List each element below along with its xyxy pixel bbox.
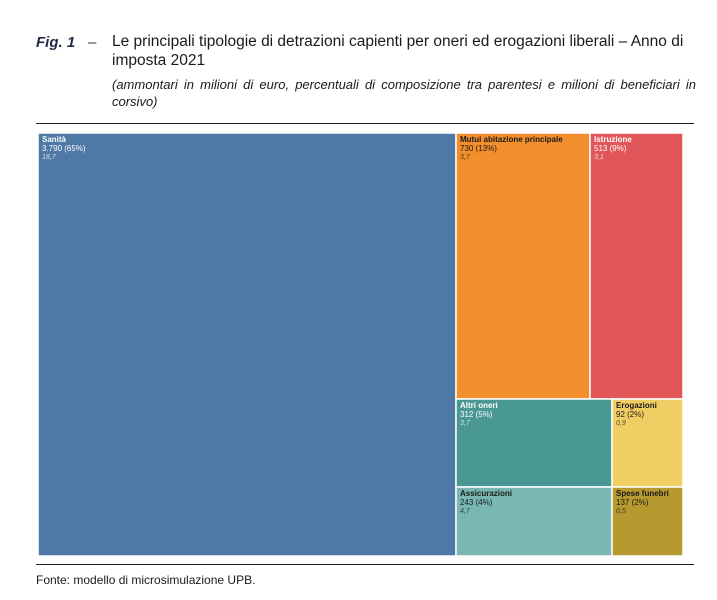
bottom-rule <box>36 564 694 565</box>
top-rule <box>36 123 694 124</box>
tile-name-label: Altri oneri <box>460 401 498 410</box>
tile-rect-assicurazioni <box>455 486 613 557</box>
tile-name-label: Sanità <box>42 135 67 144</box>
tile-value-label: 92 (2%) <box>616 410 644 419</box>
tile-rect-erogazioni <box>611 398 683 488</box>
tile-ben-label: 3,7 <box>460 420 471 427</box>
tile-rect-istruzione <box>589 133 683 400</box>
figure-dash: – <box>88 34 97 51</box>
tile-ben-label: 4,7 <box>460 508 471 515</box>
tile-value-label: 137 (2%) <box>616 498 649 507</box>
tile-name-label: Assicurazioni <box>460 489 512 498</box>
chart-title: Le principali tipologie di detrazioni ca… <box>112 33 684 69</box>
tile-ben-label: 18,7 <box>42 154 57 161</box>
tile-name-label: Erogazioni <box>616 401 657 410</box>
source-note: Fonte: modello di microsimulazione UPB. <box>36 573 256 587</box>
tile-value-label: 730 (13%) <box>460 144 497 153</box>
tile-name-label: Istruzione <box>594 135 632 144</box>
tile-ben-label: 0,9 <box>616 420 626 427</box>
tile-ben-label: 0,5 <box>616 508 626 515</box>
tile-ben-label: 3,1 <box>594 154 604 161</box>
tile-name-label: Spese funebri <box>616 489 669 498</box>
tile-name-label: Mutui abitazione principale <box>460 135 563 144</box>
tile-value-label: 312 (5%) <box>460 410 493 419</box>
tile-ben-label: 3,7 <box>460 154 471 161</box>
tile-rect-mutui-abitazione-principale <box>455 133 591 400</box>
chart-subtitle: (ammontari in milioni di euro, percentua… <box>112 77 696 109</box>
tile-value-label: 3.790 (65%) <box>42 144 86 153</box>
tile-rect-spese-funebri <box>611 486 683 557</box>
tile-value-label: 513 (9%) <box>594 144 627 153</box>
tile-rect-altri-oneri <box>455 398 613 488</box>
figure-number: Fig. 1 <box>36 34 76 51</box>
tile-rect-sanita <box>38 133 457 557</box>
tile-value-label: 243 (4%) <box>460 498 493 507</box>
